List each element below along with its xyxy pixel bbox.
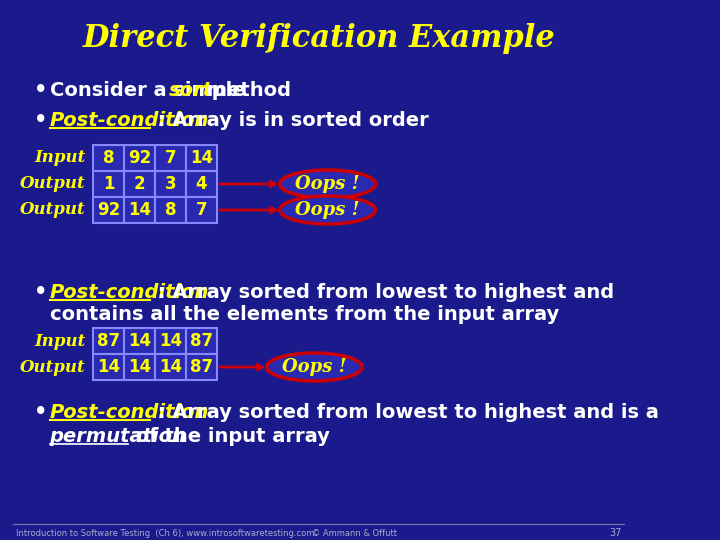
Text: 1: 1 xyxy=(103,175,114,193)
FancyBboxPatch shape xyxy=(93,197,124,223)
Text: 37: 37 xyxy=(609,528,621,538)
Text: method: method xyxy=(200,80,291,99)
FancyBboxPatch shape xyxy=(155,197,186,223)
FancyBboxPatch shape xyxy=(186,328,217,354)
Text: •: • xyxy=(34,110,47,130)
Text: 87: 87 xyxy=(190,332,213,350)
Text: Direct Verification Example: Direct Verification Example xyxy=(82,23,555,53)
Ellipse shape xyxy=(280,196,375,224)
Text: 14: 14 xyxy=(97,358,120,376)
FancyBboxPatch shape xyxy=(186,171,217,197)
Text: 14: 14 xyxy=(128,358,151,376)
FancyBboxPatch shape xyxy=(186,145,217,171)
Text: 92: 92 xyxy=(97,201,120,219)
Text: permutation: permutation xyxy=(50,427,186,446)
FancyBboxPatch shape xyxy=(93,354,124,380)
FancyBboxPatch shape xyxy=(155,171,186,197)
Text: contains all the elements from the input array: contains all the elements from the input… xyxy=(50,306,559,325)
FancyBboxPatch shape xyxy=(124,328,155,354)
Text: 92: 92 xyxy=(128,149,151,167)
Text: 8: 8 xyxy=(165,201,176,219)
Text: 8: 8 xyxy=(103,149,114,167)
FancyBboxPatch shape xyxy=(124,354,155,380)
Text: 87: 87 xyxy=(97,332,120,350)
FancyBboxPatch shape xyxy=(124,171,155,197)
Ellipse shape xyxy=(280,170,375,198)
FancyBboxPatch shape xyxy=(124,197,155,223)
Text: Output: Output xyxy=(20,359,86,375)
FancyBboxPatch shape xyxy=(93,328,124,354)
Text: Output: Output xyxy=(20,201,86,219)
FancyBboxPatch shape xyxy=(93,171,124,197)
Text: © Ammann & Offutt: © Ammann & Offutt xyxy=(312,529,397,537)
FancyBboxPatch shape xyxy=(186,354,217,380)
Text: 14: 14 xyxy=(159,332,182,350)
Text: Oops !: Oops ! xyxy=(295,201,360,219)
FancyBboxPatch shape xyxy=(93,145,124,171)
Text: Post-condition: Post-condition xyxy=(50,282,209,301)
Text: 14: 14 xyxy=(159,358,182,376)
Text: Input: Input xyxy=(35,333,86,349)
Text: Output: Output xyxy=(20,176,86,192)
Text: Oops !: Oops ! xyxy=(282,358,346,376)
Text: •: • xyxy=(34,282,47,302)
Text: 7: 7 xyxy=(165,149,176,167)
Text: Consider a simple: Consider a simple xyxy=(50,80,252,99)
FancyBboxPatch shape xyxy=(186,197,217,223)
Text: Oops !: Oops ! xyxy=(295,175,360,193)
Text: 3: 3 xyxy=(165,175,176,193)
Text: 14: 14 xyxy=(190,149,213,167)
FancyBboxPatch shape xyxy=(155,328,186,354)
Text: •: • xyxy=(34,80,47,100)
Text: 14: 14 xyxy=(128,201,151,219)
Text: 7: 7 xyxy=(196,201,207,219)
Ellipse shape xyxy=(266,353,362,381)
Text: : Array sorted from lowest to highest and: : Array sorted from lowest to highest an… xyxy=(151,282,615,301)
Text: Input: Input xyxy=(35,150,86,166)
Text: Introduction to Software Testing  (Ch 6), www.introsoftwaretesting.com: Introduction to Software Testing (Ch 6),… xyxy=(16,529,315,537)
Text: : Array is in sorted order: : Array is in sorted order xyxy=(151,111,429,130)
Text: : Array sorted from lowest to highest and is a: : Array sorted from lowest to highest an… xyxy=(151,402,660,422)
FancyBboxPatch shape xyxy=(124,145,155,171)
Text: 2: 2 xyxy=(134,175,145,193)
FancyBboxPatch shape xyxy=(155,145,186,171)
Text: 14: 14 xyxy=(128,332,151,350)
Text: sort: sort xyxy=(169,80,213,99)
FancyBboxPatch shape xyxy=(155,354,186,380)
Text: •: • xyxy=(34,402,47,422)
Text: 87: 87 xyxy=(190,358,213,376)
Text: 4: 4 xyxy=(196,175,207,193)
Text: Post-condition: Post-condition xyxy=(50,111,209,130)
Text: of the input array: of the input array xyxy=(130,427,330,446)
Text: Post-condition: Post-condition xyxy=(50,402,209,422)
